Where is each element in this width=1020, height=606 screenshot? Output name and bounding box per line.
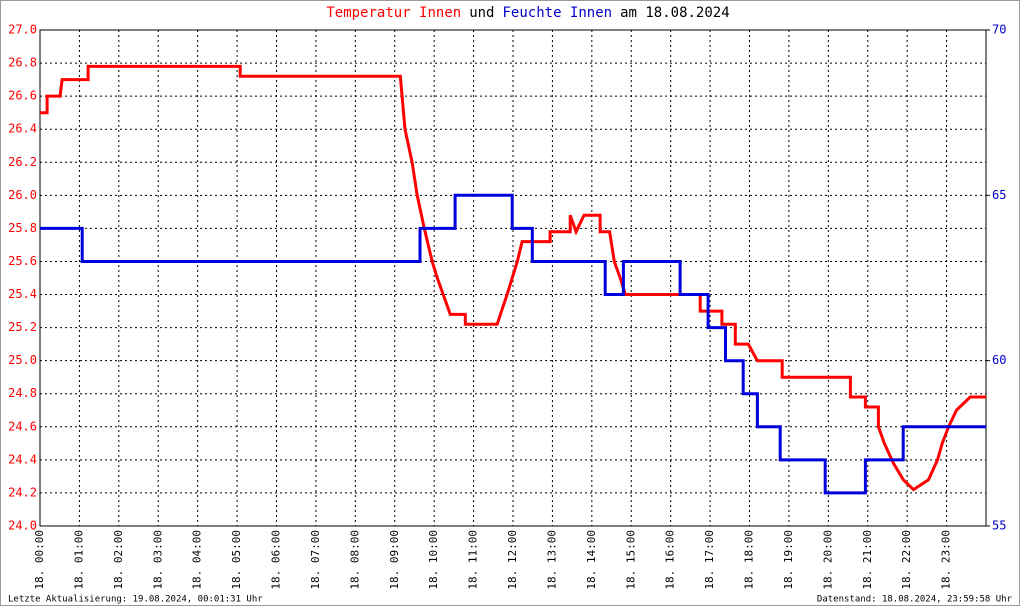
x-tick-label: 18. 03:00 — [151, 530, 164, 590]
y-tick-label: 24.2 — [8, 485, 37, 499]
title-part: Feuchte Innen — [503, 5, 613, 21]
x-tick-label: 18. 17:00 — [703, 530, 716, 590]
y-tick-label: 24.4 — [8, 452, 37, 466]
series-line — [40, 193, 986, 495]
x-tick-label: 18. 06:00 — [270, 530, 283, 590]
x-tick-label: 18. 01:00 — [72, 530, 85, 590]
x-tick-label: 18. 14:00 — [585, 530, 598, 590]
x-tick-label: 18. 23:00 — [940, 530, 953, 590]
y2-tick-label: 65 — [992, 188, 1006, 202]
x-tick-label: 18. 05:00 — [230, 530, 243, 590]
footer-right: Datenstand: 18.08.2024, 23:59:58 Uhr — [817, 595, 1013, 605]
x-tick-label: 18. 16:00 — [664, 530, 677, 590]
x-tick-label: 18. 22:00 — [900, 530, 913, 590]
x-tick-label: 18. 18:00 — [743, 530, 756, 590]
x-tick-label: 18. 10:00 — [427, 530, 440, 590]
plot-border — [39, 29, 987, 527]
y-tick-label: 26.0 — [8, 188, 37, 202]
y-tick-label: 25.8 — [8, 221, 37, 235]
y-tick-label: 26.4 — [8, 122, 37, 136]
y-tick-label: 25.4 — [8, 287, 37, 301]
x-tick-label: 18. 12:00 — [506, 530, 519, 590]
y-tick-label: 25.0 — [8, 353, 37, 367]
y-tick-label: 24.6 — [8, 419, 37, 433]
x-tick-label: 18. 09:00 — [388, 530, 401, 590]
x-tick-label: 18. 20:00 — [821, 530, 834, 590]
title-part: und — [469, 5, 494, 21]
series-line — [40, 64, 986, 492]
y-tick-label: 27.0 — [8, 23, 37, 37]
x-tick-label: 18. 21:00 — [861, 530, 874, 590]
x-tick-label: 18. 13:00 — [545, 530, 558, 590]
x-tick-label: 18. 04:00 — [191, 530, 204, 590]
chart-title: Temperatur Innen und Feuchte Innen am 18.08… — [326, 5, 729, 21]
y-tick-label: 24.8 — [8, 386, 37, 400]
x-tick-label: 18. 19:00 — [782, 530, 795, 590]
y-tick-label: 24.0 — [8, 519, 37, 533]
y-tick-label: 26.2 — [8, 155, 37, 169]
footer-left: Letzte Aktualisierung: 19.08.2024, 00:01… — [8, 595, 263, 605]
y-tick-label: 25.6 — [8, 254, 37, 268]
y-tick-label: 26.8 — [8, 56, 37, 70]
y-tick-label: 25.2 — [8, 320, 37, 334]
x-tick-label: 18. 07:00 — [309, 530, 322, 590]
x-tick-label: 18. 08:00 — [348, 530, 361, 590]
title-part: am 18.08.2024 — [620, 5, 730, 21]
title-part: Temperatur Innen — [326, 5, 461, 21]
x-tick-label: 18. 11:00 — [467, 530, 480, 590]
y-tick-label: 26.6 — [8, 89, 37, 103]
y2-tick-label: 70 — [992, 23, 1006, 37]
x-tick-label: 18. 15:00 — [624, 530, 637, 590]
x-tick-label: 18. 02:00 — [112, 530, 125, 590]
x-tick-label: 18. 00:00 — [33, 530, 46, 590]
y2-tick-label: 55 — [992, 519, 1006, 533]
y2-tick-label: 60 — [992, 353, 1006, 367]
